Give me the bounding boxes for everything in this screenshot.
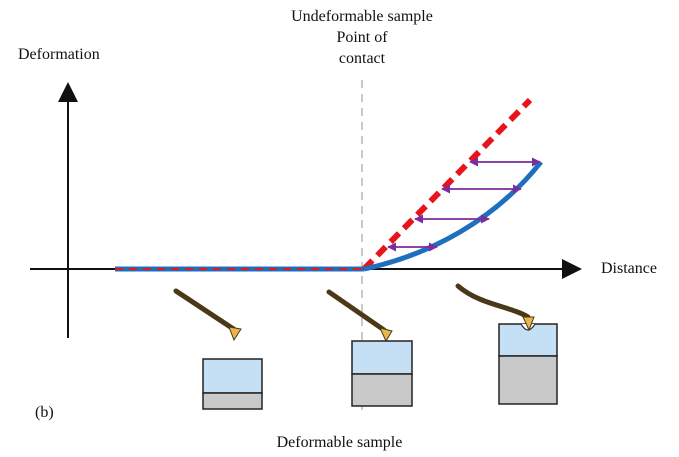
stage-contact: [326, 289, 413, 407]
x-axis-label: Distance: [601, 260, 657, 277]
stage-approach: [173, 288, 263, 410]
cantilever-tip: [379, 327, 393, 343]
cantilever-tip: [228, 326, 242, 342]
deformable-sample-curve: [363, 160, 543, 272]
panel-label: (b): [35, 404, 54, 421]
sample-top: [202, 358, 263, 394]
sample-base: [202, 392, 263, 410]
sample-base: [351, 373, 413, 407]
cantilever-bent: [455, 283, 531, 320]
undeformable-sample-line: [361, 97, 533, 272]
x-axis-arrow: [562, 259, 582, 279]
y-axis-arrow: [58, 82, 78, 102]
bottom-caption: Deformable sample: [276, 434, 403, 451]
stage-indentation: [455, 283, 558, 405]
contact-label-line1: Undeformable sample: [291, 8, 433, 25]
cantilever-tip: [522, 316, 535, 332]
cantilever: [326, 289, 387, 333]
sample-top: [351, 340, 413, 375]
cantilever: [173, 288, 238, 333]
y-axis-label: Deformation: [18, 46, 100, 63]
contact-label-line3: contact: [338, 50, 386, 67]
contact-label-line2: Point of: [336, 29, 388, 46]
sample-base: [498, 355, 558, 405]
contact-point-label: Undeformable sample Point of contact: [262, 6, 462, 69]
